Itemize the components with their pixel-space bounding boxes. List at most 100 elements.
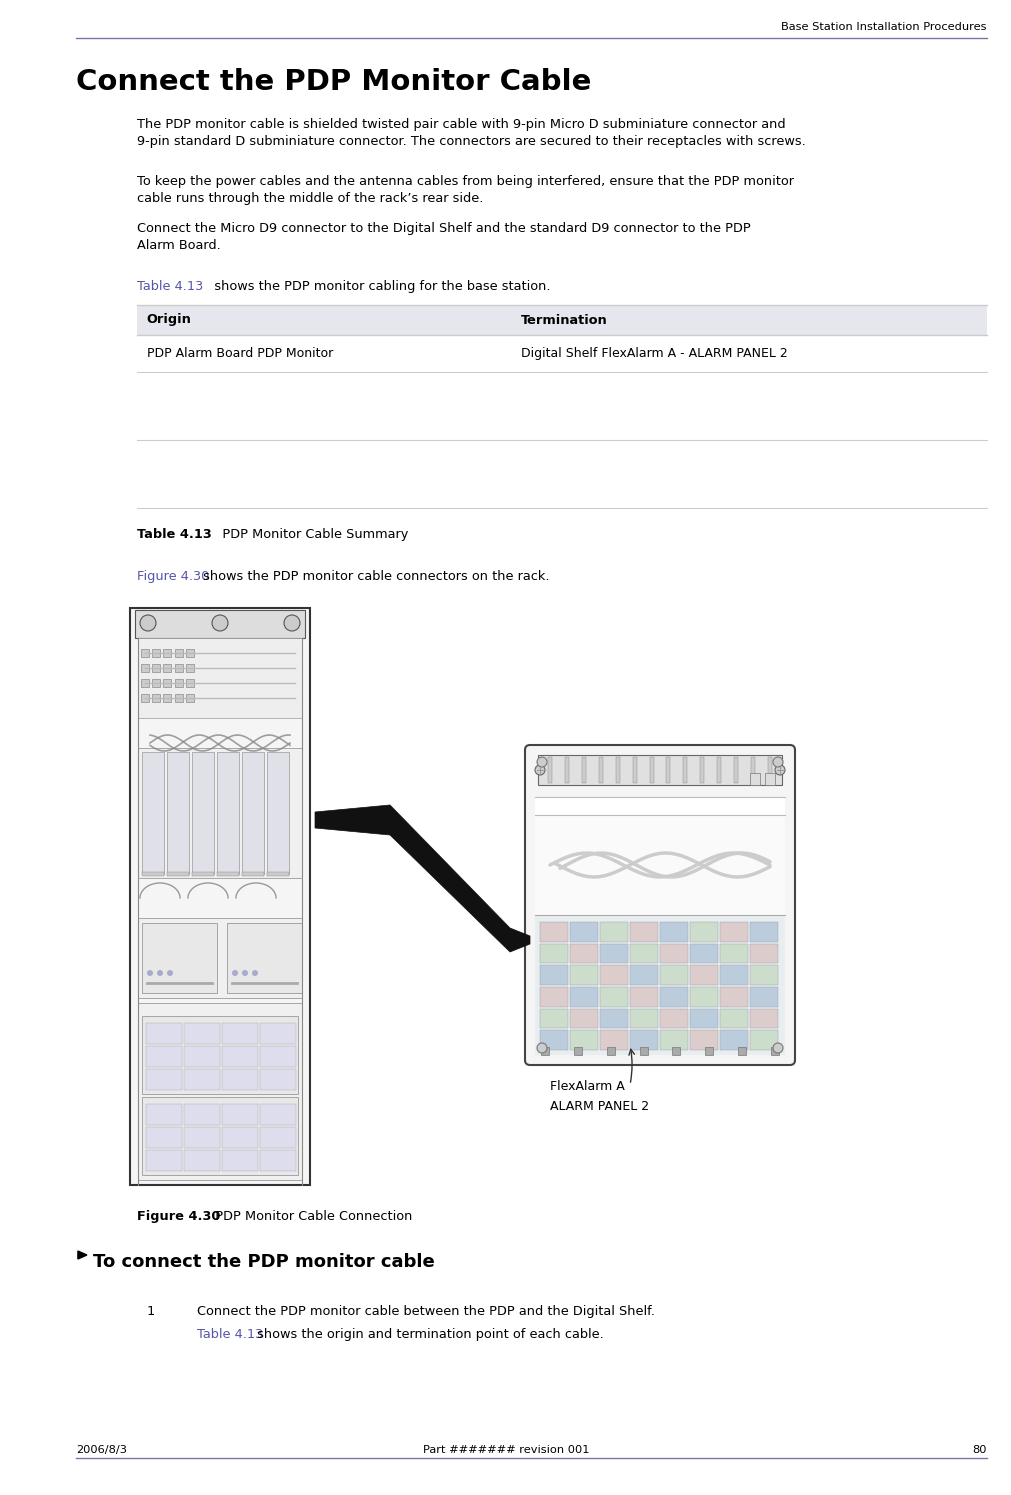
Bar	[137, 638, 301, 718]
Bar	[749, 1009, 777, 1029]
Text: ALARM PANEL 2: ALARM PANEL 2	[549, 1100, 648, 1112]
Bar	[164, 664, 171, 671]
Circle shape	[772, 1044, 783, 1052]
Text: Part ####### revision 001: Part ####### revision 001	[423, 1446, 588, 1455]
Bar	[632, 756, 636, 783]
Text: To keep the power cables and the antenna cables from being interfered, ensure th: To keep the power cables and the antenna…	[136, 175, 793, 205]
Bar	[192, 752, 213, 875]
Bar	[267, 872, 289, 876]
Bar	[719, 1009, 747, 1029]
Text: Base Station Installation Procedures: Base Station Installation Procedures	[780, 22, 986, 31]
Bar	[569, 966, 598, 985]
Bar	[600, 1009, 628, 1029]
Bar	[137, 918, 301, 999]
Text: FlexAlarm A: FlexAlarm A	[549, 1079, 624, 1093]
Text: Connect the PDP Monitor Cable: Connect the PDP Monitor Cable	[76, 67, 590, 96]
Bar	[540, 922, 567, 942]
Bar	[690, 922, 717, 942]
Text: PDP Alarm Board PDP Monitor: PDP Alarm Board PDP Monitor	[147, 347, 333, 360]
Bar	[600, 966, 628, 985]
Bar	[767, 756, 771, 783]
Bar	[142, 1017, 297, 1094]
Bar	[184, 1023, 219, 1044]
FancyBboxPatch shape	[129, 608, 309, 1186]
Circle shape	[140, 614, 156, 631]
Bar	[535, 815, 785, 915]
Bar	[142, 922, 216, 993]
Bar	[141, 694, 149, 703]
Bar	[540, 966, 567, 985]
Text: The PDP monitor cable is shielded twisted pair cable with 9-pin Micro D subminia: The PDP monitor cable is shielded twiste…	[136, 118, 805, 148]
Bar	[152, 679, 160, 688]
Bar	[749, 773, 759, 785]
Text: PDP Monitor Cable Summary: PDP Monitor Cable Summary	[209, 528, 407, 541]
Bar	[175, 664, 183, 671]
Bar	[599, 756, 603, 783]
Bar	[146, 1023, 182, 1044]
Bar	[184, 1103, 219, 1126]
Bar	[690, 987, 717, 1006]
Circle shape	[157, 970, 163, 976]
Bar	[569, 922, 598, 942]
Circle shape	[772, 756, 783, 767]
Bar	[221, 1127, 258, 1148]
Bar	[142, 752, 164, 875]
Circle shape	[167, 970, 173, 976]
Bar	[719, 987, 747, 1006]
Text: PDP Monitor Cable Connection: PDP Monitor Cable Connection	[206, 1209, 411, 1223]
Bar	[659, 943, 687, 963]
Bar	[749, 966, 777, 985]
Bar	[137, 748, 301, 878]
Bar	[184, 1069, 219, 1090]
Bar	[146, 1069, 182, 1090]
FancyBboxPatch shape	[525, 745, 795, 1064]
Bar	[607, 1046, 614, 1055]
Text: Digital Shelf FlexAlarm A - ALARM PANEL 2: Digital Shelf FlexAlarm A - ALARM PANEL …	[520, 347, 787, 360]
Bar	[164, 679, 171, 688]
Bar	[573, 1046, 581, 1055]
Text: Termination: Termination	[520, 314, 607, 326]
Bar	[260, 1127, 295, 1148]
Bar	[749, 943, 777, 963]
Bar	[719, 1030, 747, 1049]
Bar	[666, 756, 670, 783]
Bar	[770, 1046, 778, 1055]
Bar	[569, 1030, 598, 1049]
Bar	[564, 756, 568, 783]
Bar	[267, 752, 289, 875]
Bar	[659, 987, 687, 1006]
Text: shows the PDP monitor cable connectors on the rack.: shows the PDP monitor cable connectors o…	[198, 570, 549, 583]
Bar	[192, 872, 213, 876]
Bar	[141, 664, 149, 671]
Bar	[146, 1127, 182, 1148]
Text: 1: 1	[147, 1305, 155, 1319]
Bar	[242, 872, 264, 876]
Bar	[142, 1097, 297, 1175]
Text: shows the origin and termination point of each cable.: shows the origin and termination point o…	[253, 1328, 603, 1341]
Bar	[146, 1150, 182, 1171]
Bar	[141, 679, 149, 688]
Bar	[733, 756, 737, 783]
Bar	[659, 1009, 687, 1029]
Bar	[630, 943, 657, 963]
Circle shape	[252, 970, 258, 976]
Bar	[540, 1030, 567, 1049]
Bar	[152, 649, 160, 656]
Bar	[221, 1103, 258, 1126]
Bar	[600, 943, 628, 963]
Bar	[764, 773, 774, 785]
Bar	[569, 987, 598, 1006]
Circle shape	[232, 970, 238, 976]
Bar	[581, 756, 585, 783]
Bar	[226, 922, 301, 993]
Circle shape	[284, 614, 299, 631]
Bar	[175, 649, 183, 656]
Bar	[540, 943, 567, 963]
Bar	[630, 922, 657, 942]
Text: 2006/8/3: 2006/8/3	[76, 1446, 126, 1455]
Text: To connect the PDP monitor cable: To connect the PDP monitor cable	[93, 1253, 434, 1271]
Bar	[221, 1046, 258, 1067]
Bar	[700, 756, 704, 783]
Bar	[649, 756, 653, 783]
Bar	[600, 987, 628, 1006]
